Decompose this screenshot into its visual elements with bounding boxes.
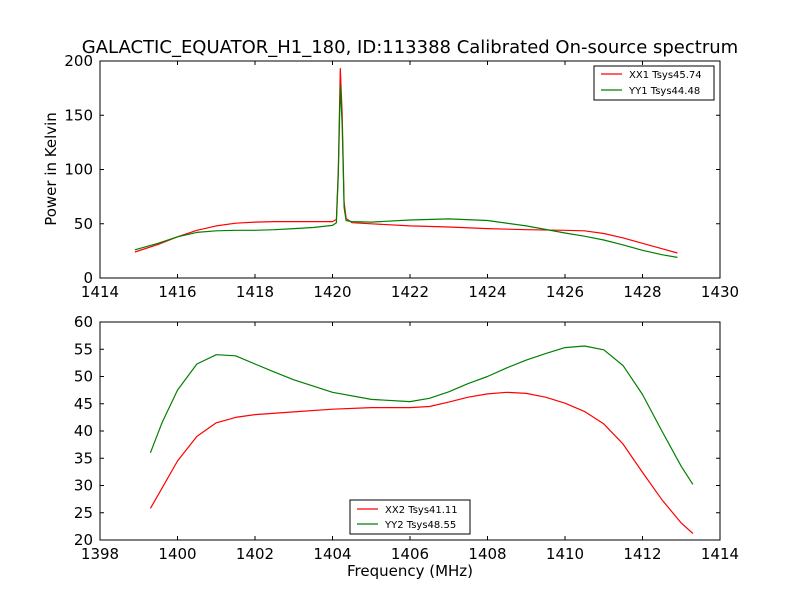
bottom-y-tick-label: 55 — [74, 340, 93, 358]
bottom-x-tick-label: 1404 — [313, 545, 351, 563]
top-y-tick-label: 0 — [83, 269, 93, 287]
bottom-x-tick-label: 1400 — [158, 545, 196, 563]
bottom-legend: XX2 Tsys41.11 YY2 Tsys48.55 — [349, 499, 471, 535]
top-y-axis-label: Power in Kelvin — [42, 112, 60, 226]
top-legend-label-xx1: XX1 Tsys45.74 — [629, 70, 702, 81]
bottom-series-line-0 — [149, 391, 694, 534]
bottom-x-tick-label: 1408 — [468, 545, 506, 563]
top-legend-label-yy1: YY1 Tsys44.48 — [628, 86, 700, 97]
bottom-panel: Frequency (MHz) 1398 1400 1402 1404 1406 1408… — [74, 313, 739, 580]
top-x-tick-label: 1424 — [468, 283, 506, 301]
bottom-y-tick-label: 50 — [74, 368, 93, 386]
top-x-tick-label: 1426 — [546, 283, 584, 301]
bottom-x-tick-label: 1402 — [236, 545, 274, 563]
top-y-tick-label: 150 — [64, 106, 93, 124]
bottom-x-tick-label: 1398 — [81, 545, 119, 563]
top-legend: XX1 Tsys45.74 YY1 Tsys44.48 — [593, 65, 715, 101]
top-panel: Power in Kelvin 1414 1416 1418 1420 1422 1424… — [42, 52, 739, 301]
top-x-tick-label: 1414 — [81, 283, 119, 301]
top-x-tick-label: 1416 — [158, 283, 196, 301]
bottom-plot-area: 1398 1400 1402 1404 1406 1408 1410 1412 1414 20 25… — [74, 313, 739, 563]
figure-title: GALACTIC_EQUATOR_H1_180, ID:113388 Calib… — [82, 37, 738, 58]
bottom-y-tick-label: 25 — [74, 504, 93, 522]
top-plot-area: 1414 1416 1418 1420 1422 1424 1426 1428 1430 0 50 1… — [64, 52, 739, 301]
bottom-x-tick-label: 1410 — [546, 545, 584, 563]
top-y-tick-label: 50 — [74, 215, 93, 233]
bottom-x-tick-label: 1414 — [701, 545, 739, 563]
bottom-y-tick-label: 45 — [74, 395, 93, 413]
bottom-y-tick-label: 60 — [74, 313, 93, 331]
bottom-y-tick-label: 30 — [74, 477, 93, 495]
bottom-y-tick-label: 35 — [74, 449, 93, 467]
top-x-tick-label: 1420 — [313, 283, 351, 301]
bottom-legend-label-yy2: YY2 Tsys48.55 — [384, 520, 456, 531]
bottom-y-tick-label: 20 — [74, 531, 93, 549]
top-x-tick-label: 1422 — [391, 283, 429, 301]
bottom-series-line-1 — [149, 345, 694, 485]
top-series-line-1 — [134, 84, 678, 258]
top-x-tick-label: 1418 — [236, 283, 274, 301]
bottom-x-tick-label: 1406 — [391, 545, 429, 563]
bottom-y-tick-label: 40 — [74, 422, 93, 440]
top-x-tick-label: 1430 — [701, 283, 739, 301]
bottom-legend-box — [349, 499, 471, 535]
top-y-tick-label: 100 — [64, 161, 93, 179]
bottom-legend-label-xx2: XX2 Tsys41.11 — [385, 505, 458, 516]
top-legend-box — [593, 65, 715, 101]
bottom-x-tick-label: 1412 — [623, 545, 661, 563]
top-y-tick-label: 200 — [64, 52, 93, 70]
top-x-tick-label: 1428 — [623, 283, 661, 301]
bottom-x-axis-label: Frequency (MHz) — [347, 562, 473, 580]
